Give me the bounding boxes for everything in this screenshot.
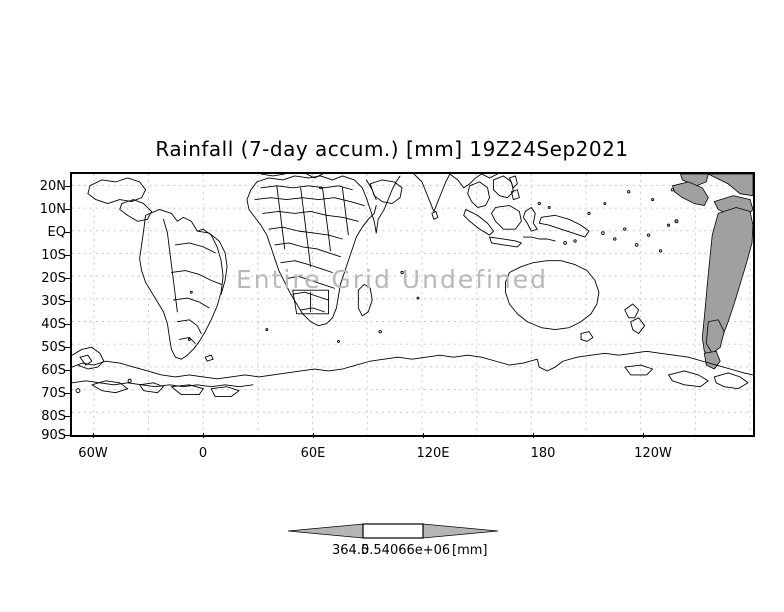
y-axis-label-10n: 10N [39, 202, 66, 217]
y-tick-10n [65, 209, 70, 210]
x-axis-labels: 60W 0 60E 120E 180 120W [0, 447, 784, 467]
y-tick-90s [65, 435, 70, 436]
x-axis-ticks [70, 432, 755, 438]
colorbar-extend-max-arrow[interactable] [422, 523, 498, 539]
colorbar[interactable]: 364.0 5.54066e+06 [mm] [0, 518, 784, 564]
colorbar-extend-min-arrow[interactable] [288, 523, 364, 539]
y-tick-20n [65, 186, 70, 187]
world-map-svg [72, 174, 753, 435]
x-tick-180 [533, 433, 534, 438]
coastlines [72, 174, 753, 398]
y-axis-label-20n: 20N [39, 179, 66, 194]
y-tick-60s [65, 370, 70, 371]
y-tick-80s [65, 416, 70, 417]
x-axis-label-0: 0 [198, 446, 208, 461]
y-axis-label-30s: 30S [41, 294, 66, 309]
y-axis-label-70s: 70S [41, 386, 66, 401]
y-axis-label-40s: 40S [41, 317, 66, 332]
y-axis-label-50s: 50S [41, 340, 66, 355]
y-axis-labels: 20N 10N EQ 10S 20S 30S 40S 50S 60S 70S 8… [10, 0, 66, 612]
undefined-region-fill [666, 174, 753, 370]
map-canvas [72, 174, 753, 435]
x-tick-60e [313, 433, 314, 438]
y-axis-label-80s: 80S [41, 409, 66, 424]
y-axis-label-90s: 90S [41, 428, 66, 443]
y-axis-label-20s: 20S [41, 271, 66, 286]
colorbar-units-label: [mm] [452, 543, 488, 558]
colorbar-tick-labels: 364.0 5.54066e+06 [mm] [0, 544, 784, 564]
x-tick-120w [643, 433, 644, 438]
y-tick-eq [65, 232, 70, 233]
x-axis-label-60e: 60E [300, 446, 326, 461]
x-axis-label-60w: 60W [78, 446, 108, 461]
x-tick-0 [203, 433, 204, 438]
y-axis-label-eq: EQ [47, 225, 66, 240]
colorbar-swatches[interactable] [288, 518, 498, 544]
y-axis-ticks [65, 172, 71, 437]
y-tick-30s [65, 301, 70, 302]
x-axis-label-180: 180 [530, 446, 556, 461]
x-tick-120e [423, 433, 424, 438]
colorbar-band[interactable] [362, 523, 424, 539]
y-tick-40s [65, 324, 70, 325]
y-tick-70s [65, 393, 70, 394]
y-tick-20s [65, 278, 70, 279]
x-axis-label-120w: 120W [634, 446, 672, 461]
colorbar-min-label: 364.0 [332, 543, 370, 558]
y-axis-label-60s: 60S [41, 363, 66, 378]
y-tick-10s [65, 255, 70, 256]
page-title: Rainfall (7-day accum.) [mm] 19Z24Sep202… [155, 137, 629, 161]
map-plot-area[interactable] [70, 172, 755, 437]
x-tick-60w [93, 433, 94, 438]
x-axis-label-120e: 120E [416, 446, 450, 461]
colorbar-max-label: 5.54066e+06 [361, 543, 451, 558]
y-axis-label-10s: 10S [41, 248, 66, 263]
y-tick-50s [65, 347, 70, 348]
gridlines [72, 174, 753, 435]
